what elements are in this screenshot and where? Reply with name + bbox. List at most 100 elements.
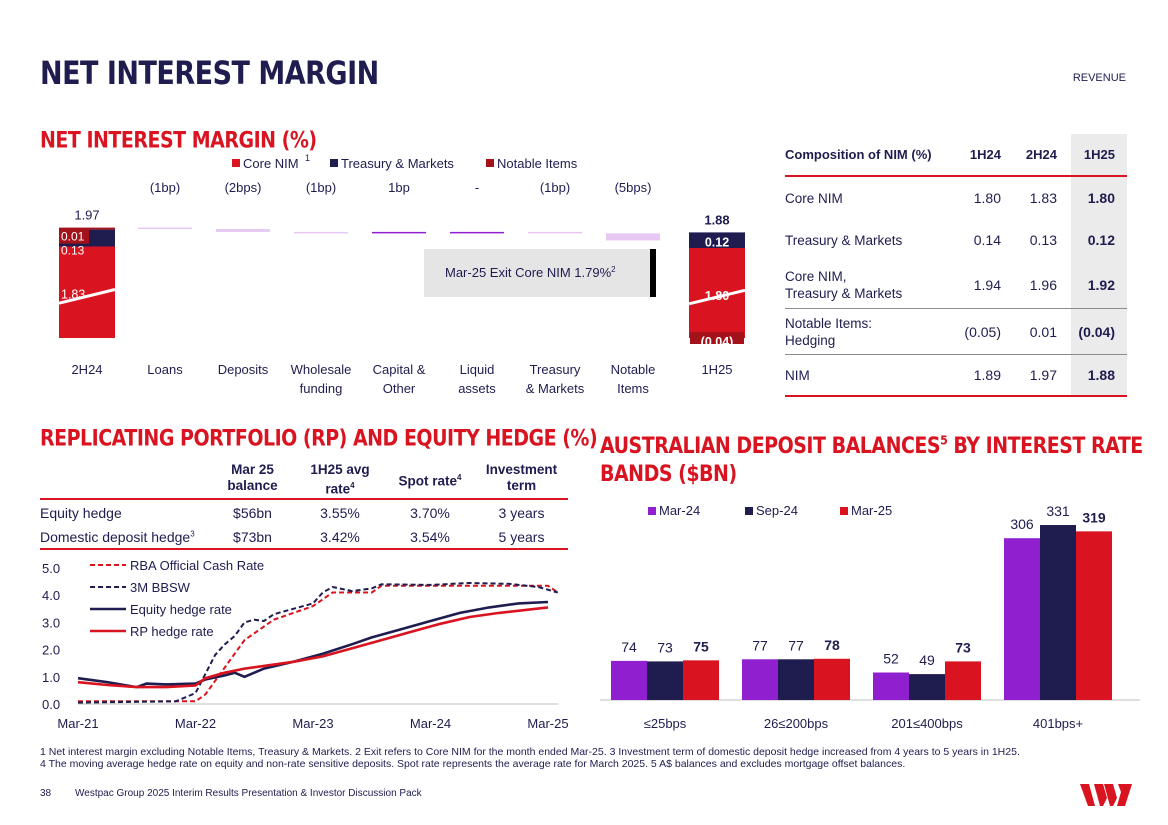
category-label: ≤25bps (644, 716, 687, 731)
composition-row: Core NIM, Treasury & Markets 1.94 1.96 1.92 (785, 261, 1127, 309)
category-label-line2: Items (617, 381, 649, 396)
step-change-label: (1bp) (306, 180, 336, 195)
composition-row: Core NIM 1.80 1.83 1.80 (785, 177, 1127, 219)
step-change-label: (1bp) (540, 180, 570, 195)
series-line (78, 584, 559, 703)
rp-header-avg-rate: 1H25 avg rate4 (310, 462, 370, 497)
footnote-line-1: 1 Net interest margin excluding Notable … (40, 746, 1020, 758)
deposit-bar-chart: Mar-24 Sep-24 Mar-25 74 73 75 ≤25bps 77 77 78 26≤… (600, 503, 1140, 731)
composition-value-1h25: 1.92 (1087, 276, 1115, 293)
step-bar (138, 227, 192, 230)
deposit-bar (778, 659, 814, 700)
bar-value-label: 77 (752, 637, 768, 653)
legend-label: Sep-24 (756, 503, 798, 518)
exit-nim-callout: Mar-25 Exit Core NIM 1.79%2 (424, 249, 656, 297)
category-label-line2: & Markets (526, 381, 585, 396)
legend-label: Core NIM (243, 156, 299, 171)
legend-swatch (840, 507, 848, 515)
composition-value-1h24: (0.05) (964, 323, 1001, 340)
composition-row-label: Notable Items: Hedging (785, 315, 957, 349)
y-tick-label: 2.0 (42, 643, 60, 658)
deposit-bar (909, 674, 945, 700)
step-bar (372, 231, 426, 234)
y-tick-label: 0.0 (42, 697, 60, 712)
step-bar (294, 231, 348, 234)
legend-swatch (648, 507, 656, 515)
footnotes: 1 Net interest margin excluding Notable … (40, 746, 1140, 770)
composition-row-label-line1: Core NIM, (785, 268, 847, 284)
end-tm-label: 0.12 (705, 235, 729, 249)
category-label-line2: assets (458, 381, 496, 396)
category-label: Capital & (373, 362, 426, 377)
composition-header-label: Composition of NIM (%) (785, 147, 932, 162)
bar-value-label: 73 (955, 639, 971, 655)
composition-row-label-line1: Notable Items: (785, 315, 873, 331)
legend-label: Mar-24 (659, 503, 700, 518)
composition-row-label: Core NIM, Treasury & Markets (785, 268, 957, 302)
composition-header-1h25: 1H25 (1083, 147, 1115, 162)
westpac-logo (1080, 784, 1132, 806)
composition-highlight-column (1071, 134, 1127, 396)
category-label: 1H25 (701, 362, 732, 377)
series-line (77, 600, 549, 689)
x-tick-label: Mar-21 (57, 716, 98, 731)
rp-row-spot-rate: 3.70% (410, 504, 450, 521)
deposit-bar (873, 672, 909, 700)
composition-value-2h24: 0.13 (1029, 232, 1057, 248)
step-bar (528, 231, 582, 234)
deposit-bar (1040, 525, 1076, 700)
footer-text: Westpac Group 2025 Interim Results Prese… (75, 788, 422, 799)
composition-row-label: Treasury & Markets (785, 232, 957, 249)
category-label: Liquid (460, 362, 495, 377)
composition-value-2h24: 1.83 (1029, 190, 1057, 206)
start-notable-label-bg (59, 228, 89, 244)
composition-value-1h25: 0.12 (1087, 232, 1115, 248)
legend-footnote-mark: 1 (305, 153, 310, 163)
start-notable-label: 0.01 (61, 230, 85, 244)
composition-row: Notable Items: Hedging (0.05) 0.01 (0.04) (785, 309, 1127, 355)
bar-value-label: 77 (788, 637, 804, 653)
step-change-label: (2bps) (225, 180, 262, 195)
step-change-label: 1bp (388, 180, 410, 195)
deposit-bar (647, 661, 683, 700)
bar-value-label: 75 (693, 638, 709, 654)
category-label: Notable (611, 362, 656, 377)
composition-header-row: Composition of NIM (%) 1H24 2H24 1H25 (785, 134, 1127, 177)
bar-value-label: 78 (824, 637, 840, 653)
rp-row-avg-rate: 3.42% (320, 528, 360, 545)
composition-value-1h24: 1.80 (973, 190, 1001, 206)
legend-label: Treasury & Markets (341, 156, 454, 171)
category-label: 2H24 (71, 362, 102, 377)
composition-row-label-line1: NIM (785, 367, 810, 383)
bar-value-label: 319 (1082, 509, 1106, 525)
deposit-bar (742, 659, 778, 700)
composition-row-label-line1: Treasury & Markets (785, 232, 903, 248)
deposit-bar (683, 660, 719, 700)
legend-swatch (745, 507, 753, 515)
category-label: Loans (147, 362, 183, 377)
x-tick-label: Mar-24 (410, 716, 451, 731)
step-change-label: - (475, 180, 479, 195)
bar-value-label: 49 (919, 652, 935, 668)
legend-swatch (330, 159, 338, 167)
rp-table: Mar 25 balance 1H25 avg rate4 Spot rate4 I… (40, 462, 568, 550)
composition-value-1h24: 0.14 (973, 232, 1001, 248)
deposit-bar (1076, 531, 1112, 700)
composition-row-label-line1: Core NIM (785, 190, 843, 206)
category-label: Treasury (530, 362, 581, 377)
end-core-label: 1.80 (705, 289, 729, 303)
end-notable-label: (0.04) (701, 335, 734, 349)
rp-row-term: 3 years (498, 504, 545, 521)
rp-row-avg-rate: 3.55% (320, 504, 360, 521)
legend-label: RBA Official Cash Rate (130, 558, 264, 573)
rp-row-balance: $56bn (233, 504, 272, 521)
rp-row-balance: $73bn (233, 528, 272, 545)
section-label: REVENUE (1072, 72, 1126, 84)
nim-chart-heading: NET INTEREST MARGIN (%) (40, 128, 317, 154)
x-tick-label: Mar-25 (527, 716, 568, 731)
series-line (77, 581, 559, 704)
composition-table: Composition of NIM (%) 1H24 2H24 1H25 Co… (785, 134, 1127, 397)
category-label: 26≤200bps (764, 716, 829, 731)
category-label-line2: Other (383, 381, 416, 396)
composition-row-label: NIM (785, 367, 957, 384)
